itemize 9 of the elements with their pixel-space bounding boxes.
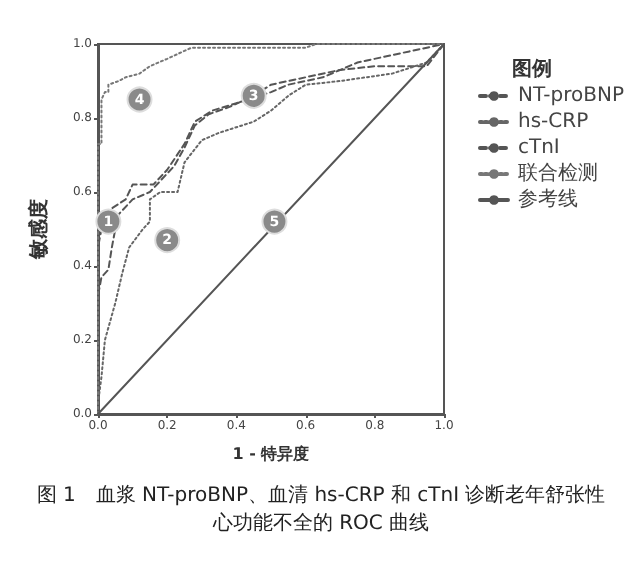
text: 图 1 血浆 NT-proBNP、血清 hs-CRP 和 cTnI 诊断老年舒张性心功能不全的 ROC 曲线 <box>36 483 606 535</box>
y-axis-title: 敏感度 <box>27 199 51 261</box>
legend-label: 联合检测 <box>517 161 598 185</box>
legend-label: 参考线 <box>517 187 578 211</box>
legend-title: 图例 <box>512 57 552 81</box>
x-axis-title: 1 - 特异度 <box>232 443 310 463</box>
legend-label: NT-proBNP <box>517 85 625 107</box>
legend-label: hs-CRP <box>517 111 589 133</box>
legend-label: cTnI <box>517 137 560 159</box>
